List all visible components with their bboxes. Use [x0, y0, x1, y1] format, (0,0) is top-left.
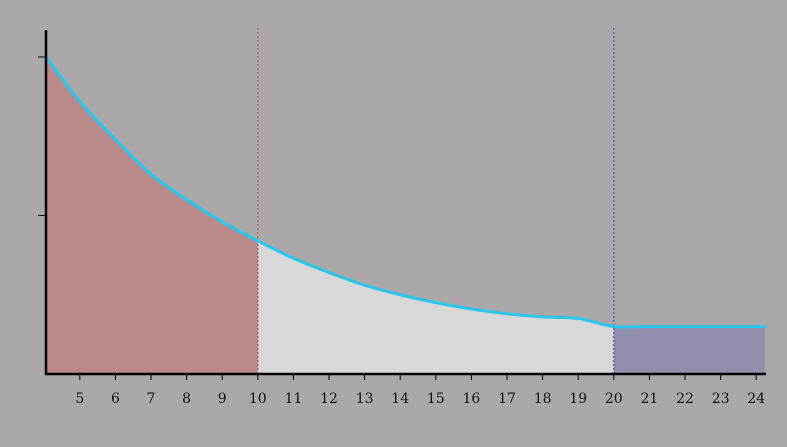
y-axis-ticks	[38, 56, 46, 216]
x-tick-label-23: 23	[712, 391, 730, 407]
x-tick-label-5: 5	[75, 391, 84, 407]
x-axis-ticks: 5 6 7 8 9 10 11 12 13 14 15 16 17 18 19 20 21 22 23 24	[75, 374, 765, 407]
x-tick-label-22: 22	[676, 391, 694, 407]
x-tick-label-13: 13	[356, 391, 374, 407]
region-3	[613, 326, 766, 374]
x-tick-label-14: 14	[391, 391, 409, 407]
axes	[44, 30, 766, 376]
x-tick-label-10: 10	[249, 391, 267, 407]
x-tick-label-20: 20	[605, 391, 623, 407]
x-tick-label-8: 8	[182, 391, 191, 407]
x-tick-label-11: 11	[285, 391, 303, 407]
x-tick-label-16: 16	[463, 391, 481, 407]
curve-line	[44, 55, 767, 329]
x-tick-label-7: 7	[147, 391, 156, 407]
shaded-regions	[46, 57, 766, 374]
curve-series	[44, 55, 767, 329]
x-tick-label-21: 21	[641, 391, 659, 407]
threshold-markers	[257, 28, 615, 374]
x-tick-label-19: 19	[569, 391, 587, 407]
region-2	[257, 240, 614, 374]
x-tick-label-9: 9	[218, 391, 227, 407]
x-tick-label-17: 17	[498, 391, 516, 407]
x-tick-label-6: 6	[111, 391, 120, 407]
x-tick-label-24: 24	[747, 391, 765, 407]
x-tick-label-15: 15	[427, 391, 445, 407]
region-1	[46, 57, 258, 374]
x-tick-label-18: 18	[534, 391, 552, 407]
x-tick-label-12: 12	[320, 391, 338, 407]
